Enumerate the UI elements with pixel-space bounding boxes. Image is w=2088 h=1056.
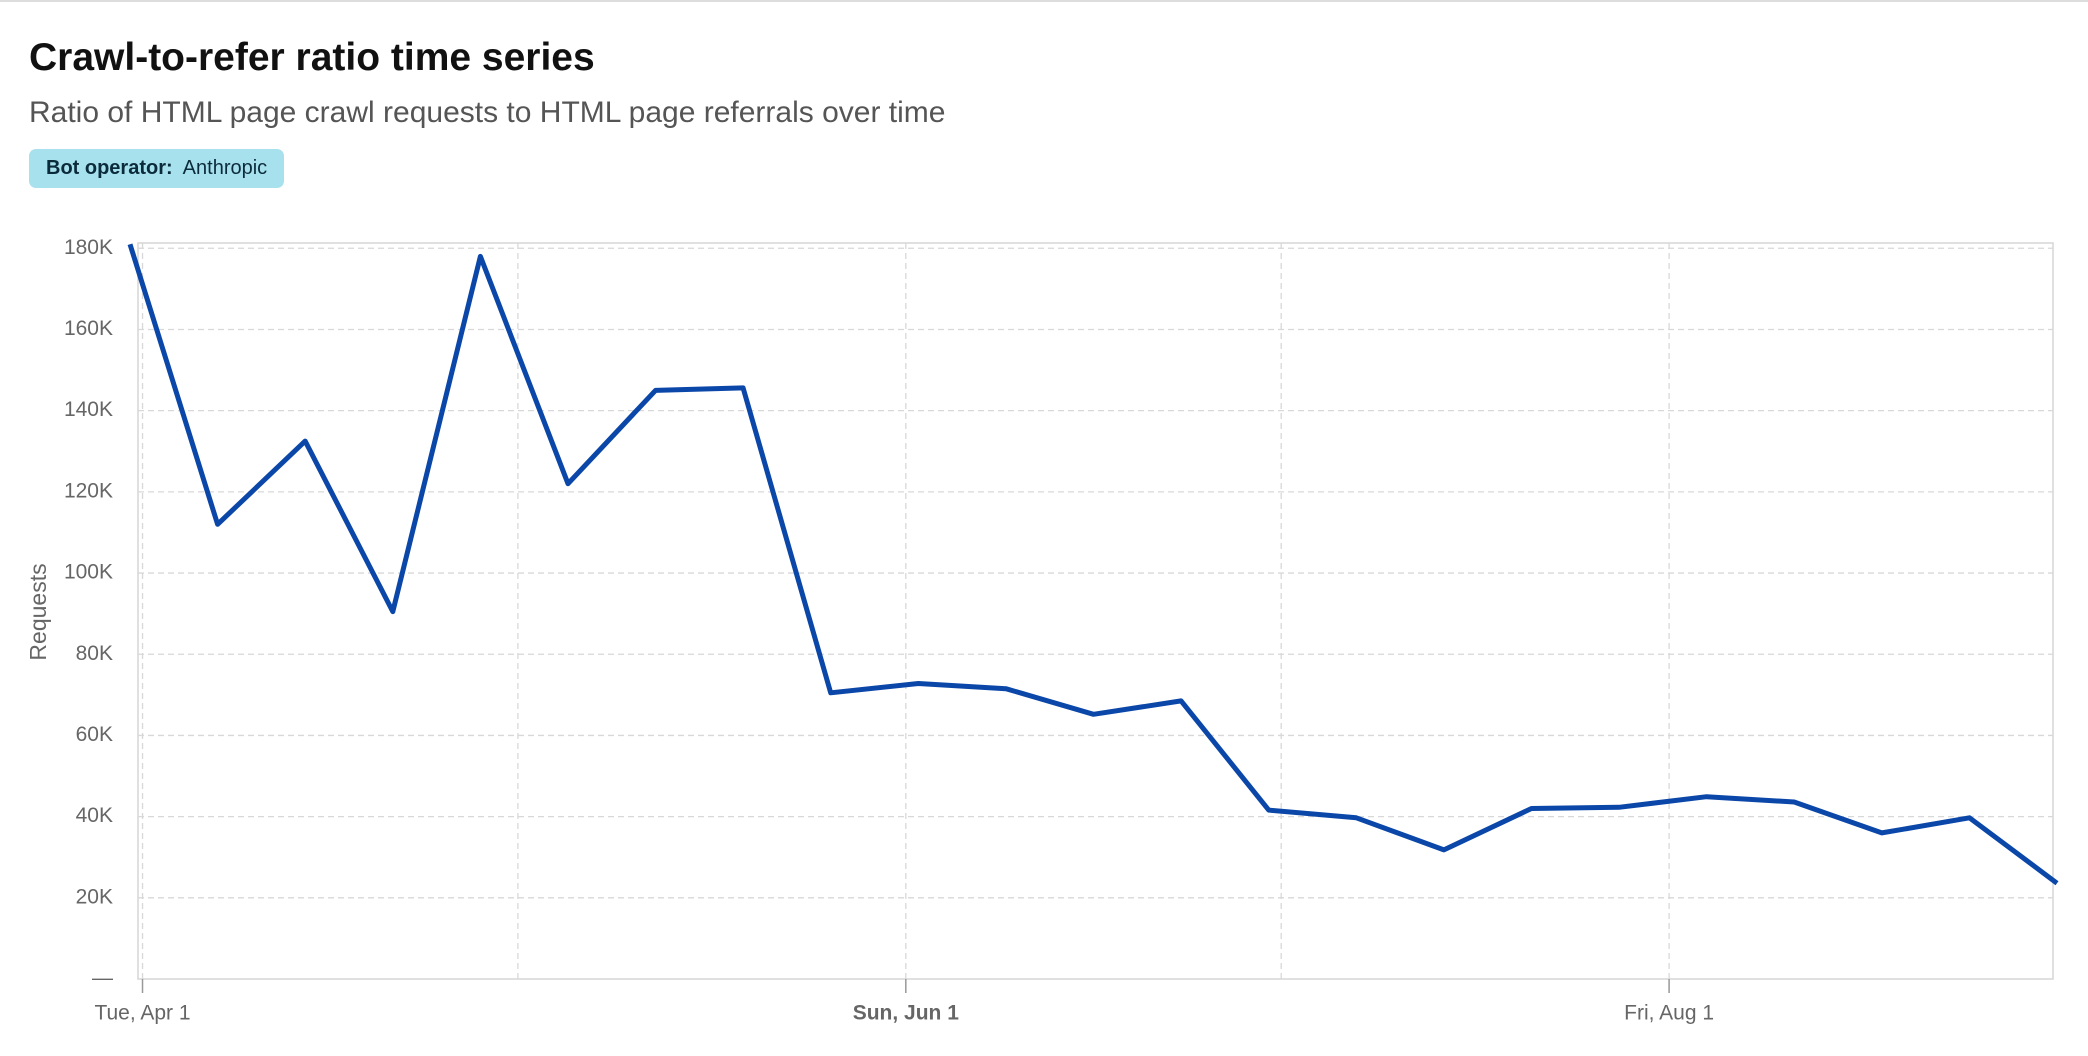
subtitle: Ratio of HTML page crawl requests to HTM…	[29, 96, 946, 129]
y-tick-label: —	[92, 967, 113, 990]
filter-badge[interactable]: Bot operator: Anthropic	[29, 149, 285, 188]
line-series	[127, 243, 2059, 886]
y-tick-label: 160K	[64, 317, 113, 340]
filter-label: Bot operator:	[46, 157, 173, 179]
y-tick-label: 20K	[76, 885, 113, 908]
x-tick-label: Sun, Jun 1	[853, 1002, 960, 1025]
y-tick-label: 80K	[76, 642, 113, 665]
y-axis-label: Requests	[25, 563, 51, 660]
y-tick-label: 140K	[64, 398, 113, 421]
y-tick-label: 180K	[64, 236, 113, 259]
title: Crawl-to-refer ratio time series	[29, 36, 595, 79]
y-tick-label: 40K	[76, 804, 113, 827]
y-tick-label: 60K	[76, 723, 113, 746]
x-tick-label: Fri, Aug 1	[1624, 1002, 1714, 1025]
plot-frame	[137, 242, 2054, 980]
x-tick-label: Tue, Apr 1	[94, 1002, 190, 1025]
filter-value: Anthropic	[182, 157, 268, 179]
y-tick-label: 100K	[64, 561, 113, 584]
y-tick-label: 120K	[64, 479, 113, 502]
